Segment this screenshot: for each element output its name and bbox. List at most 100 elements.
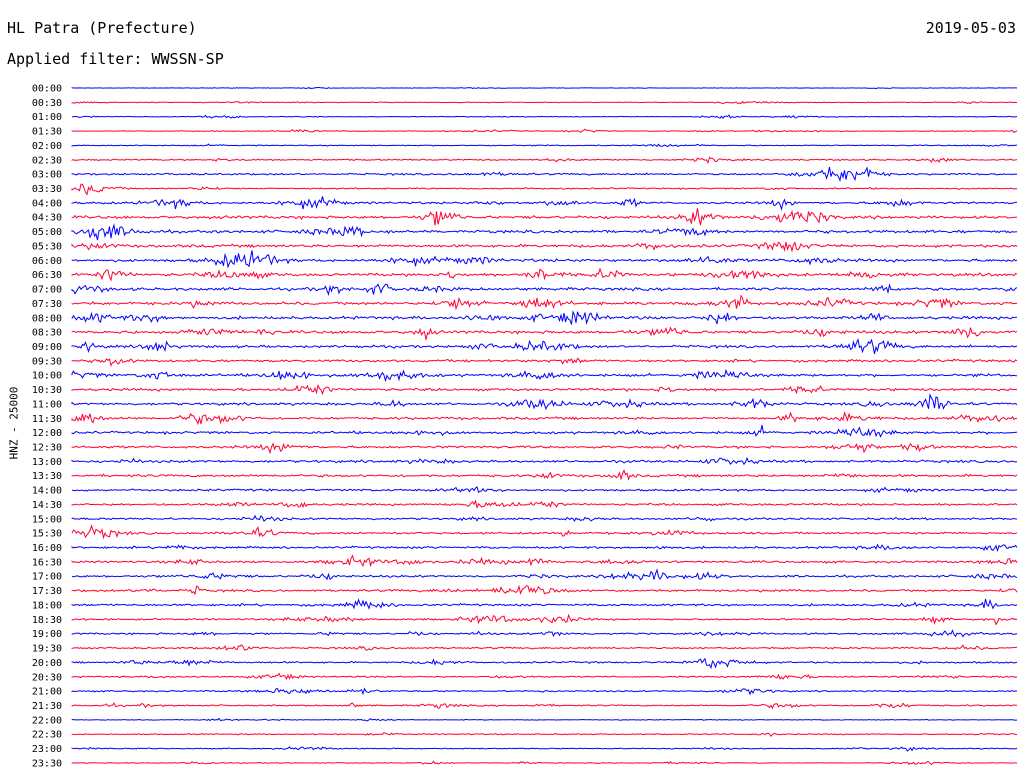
row-time-label: 04:00 — [32, 198, 62, 209]
row-time-label: 17:00 — [32, 572, 62, 583]
row-time-label: 02:00 — [32, 141, 62, 152]
row-time-label: 20:30 — [32, 672, 62, 683]
row-time-label: 20:00 — [32, 658, 62, 669]
trace-line — [71, 411, 1018, 426]
row-time-label: 16:00 — [32, 543, 62, 554]
trace-line — [71, 717, 1018, 722]
row-time-label: 03:30 — [32, 184, 62, 195]
trace-line — [71, 183, 1018, 196]
trace-line — [71, 294, 1018, 311]
trace-line — [71, 250, 1018, 269]
row-time-label: 05:30 — [32, 241, 62, 252]
trace-line — [71, 543, 1018, 553]
station-title: HL Patra (Prefecture) — [7, 19, 197, 37]
trace-line — [71, 554, 1018, 568]
trace-line — [71, 598, 1018, 610]
row-time-label: 06:00 — [32, 256, 62, 267]
trace-line — [71, 100, 1018, 105]
row-time-label: 19:00 — [32, 629, 62, 640]
trace-line — [71, 584, 1018, 596]
row-time-label: 18:30 — [32, 615, 62, 626]
row-time-label: 03:00 — [32, 170, 62, 181]
row-time-label: 01:30 — [32, 127, 62, 138]
trace-line — [71, 613, 1018, 626]
row-time-label: 02:30 — [32, 155, 62, 166]
row-time-label: 11:30 — [32, 414, 62, 425]
row-time-label: 00:00 — [32, 84, 62, 95]
trace-line — [71, 746, 1018, 752]
row-time-label: 08:30 — [32, 328, 62, 339]
row-time-label: 09:00 — [32, 342, 62, 353]
trace-line — [71, 310, 1017, 325]
row-time-label: 16:30 — [32, 557, 62, 568]
row-label-group: 00:00 00:30 01:00 01:30 02:00 02:30 03:00 03:30… — [32, 84, 62, 770]
row-time-label: 10:00 — [32, 371, 62, 382]
trace-line — [71, 629, 1018, 638]
filter-label: Applied filter: WWSSN-SP — [7, 50, 224, 68]
trace-line — [71, 731, 1018, 738]
trace-line — [71, 424, 1018, 438]
row-time-label: 19:30 — [32, 644, 62, 655]
row-time-label: 15:00 — [32, 514, 62, 525]
trace-line — [71, 702, 1018, 710]
trace-line — [71, 223, 1018, 241]
row-time-label: 13:30 — [32, 471, 62, 482]
trace-line — [71, 469, 1018, 481]
trace-line — [71, 283, 1018, 297]
trace-line — [71, 87, 1018, 90]
row-time-label: 04:30 — [32, 213, 62, 224]
trace-line — [71, 456, 1018, 466]
row-time-label: 05:00 — [32, 227, 62, 238]
trace-line — [72, 114, 1018, 120]
row-time-label: 12:00 — [32, 428, 62, 439]
row-time-label: 21:00 — [32, 687, 62, 698]
trace-line — [71, 196, 1018, 211]
row-time-label: 01:00 — [32, 112, 62, 123]
trace-line — [71, 499, 1018, 510]
row-time-label: 11:00 — [32, 399, 62, 410]
trace-line — [71, 442, 1018, 455]
row-time-label: 22:00 — [32, 715, 62, 726]
trace-line — [71, 208, 1018, 226]
row-time-label: 00:30 — [32, 98, 62, 109]
trace-group — [71, 87, 1018, 766]
row-time-label: 23:00 — [32, 744, 62, 755]
trace-line — [71, 657, 1018, 670]
row-time-label: 10:30 — [32, 385, 62, 396]
row-time-label: 08:00 — [32, 313, 62, 324]
row-time-label: 09:30 — [32, 356, 62, 367]
row-time-label: 21:30 — [32, 701, 62, 712]
trace-line — [71, 241, 1018, 253]
trace-line — [71, 760, 1018, 766]
trace-line — [71, 128, 1018, 134]
trace-line — [71, 326, 1018, 340]
trace-line — [71, 368, 1018, 383]
date-label: 2019-05-03 — [925, 19, 1016, 37]
row-time-label: 14:00 — [32, 486, 62, 497]
trace-line — [71, 384, 1018, 396]
trace-line — [71, 524, 1018, 540]
trace-line — [71, 514, 1018, 523]
trace-line — [71, 687, 1018, 696]
trace-line — [71, 267, 1018, 282]
row-time-label: 12:30 — [32, 443, 62, 454]
row-time-label: 13:00 — [32, 457, 62, 468]
row-time-label: 22:30 — [32, 730, 62, 741]
row-time-label: 15:30 — [32, 529, 62, 540]
trace-line — [71, 644, 1018, 651]
row-time-label: 14:30 — [32, 500, 62, 511]
trace-line — [71, 338, 1018, 355]
trace-line — [71, 672, 1018, 681]
row-time-label: 23:30 — [32, 758, 62, 769]
trace-line — [71, 393, 1018, 411]
trace-line — [71, 156, 1018, 165]
row-time-label: 07:00 — [32, 285, 62, 296]
trace-line — [71, 486, 1018, 494]
trace-line — [71, 357, 1018, 367]
row-time-label: 18:00 — [32, 600, 62, 611]
row-time-label: 06:30 — [32, 270, 62, 281]
trace-line — [71, 143, 1018, 148]
row-time-label: 07:30 — [32, 299, 62, 310]
row-time-label: 17:30 — [32, 586, 62, 597]
